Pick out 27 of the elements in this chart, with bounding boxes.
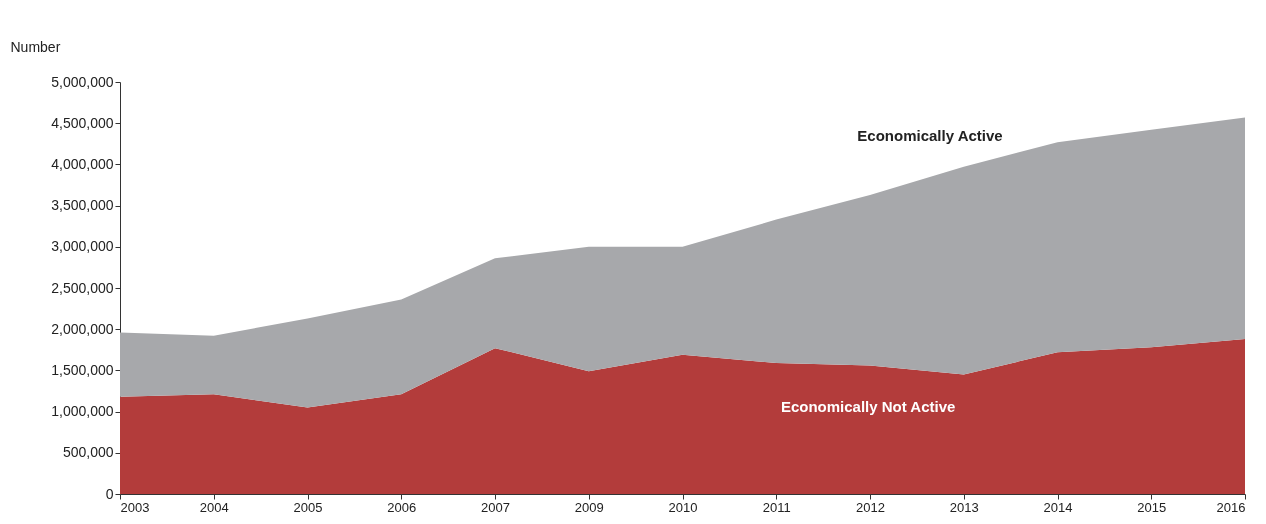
y-tick-label: 2,000,000 [51, 320, 114, 337]
y-tick-label: 1,500,000 [51, 361, 114, 378]
y-axis-title: Number [10, 38, 61, 55]
y-tick-label: 4,000,000 [51, 155, 114, 172]
x-tick-label: 2013 [949, 499, 979, 515]
series-label: Economically Not Active [780, 398, 956, 416]
y-tick-label: 1,000,000 [51, 403, 114, 420]
y-tick-label: 4,500,000 [51, 114, 114, 131]
y-tick-label: 500,000 [62, 444, 114, 461]
x-tick-label: 2015 [1137, 499, 1167, 515]
y-tick-label: 0 [105, 485, 114, 502]
y-tick-label: 2,500,000 [51, 279, 114, 296]
y-tick-label: 3,000,000 [51, 238, 114, 255]
x-tick-label: 2007 [481, 499, 510, 515]
x-tick-label: 2004 [199, 499, 229, 515]
series-label: Economically Active [857, 126, 1003, 144]
x-tick-label: 2005 [293, 499, 323, 515]
x-tick-label: 2014 [1043, 499, 1073, 515]
x-tick-label: 2011 [762, 499, 791, 515]
y-tick-label: 3,500,000 [51, 197, 114, 214]
x-tick-label: 2009 [574, 499, 604, 515]
x-tick-label: 2006 [387, 499, 417, 515]
x-tick-label: 2003 [120, 499, 150, 515]
x-tick-label: 2012 [856, 499, 885, 515]
x-tick-label: 2010 [668, 499, 698, 515]
y-tick-label: 5,000,000 [51, 73, 114, 90]
x-tick-label: 2016 [1216, 499, 1246, 515]
